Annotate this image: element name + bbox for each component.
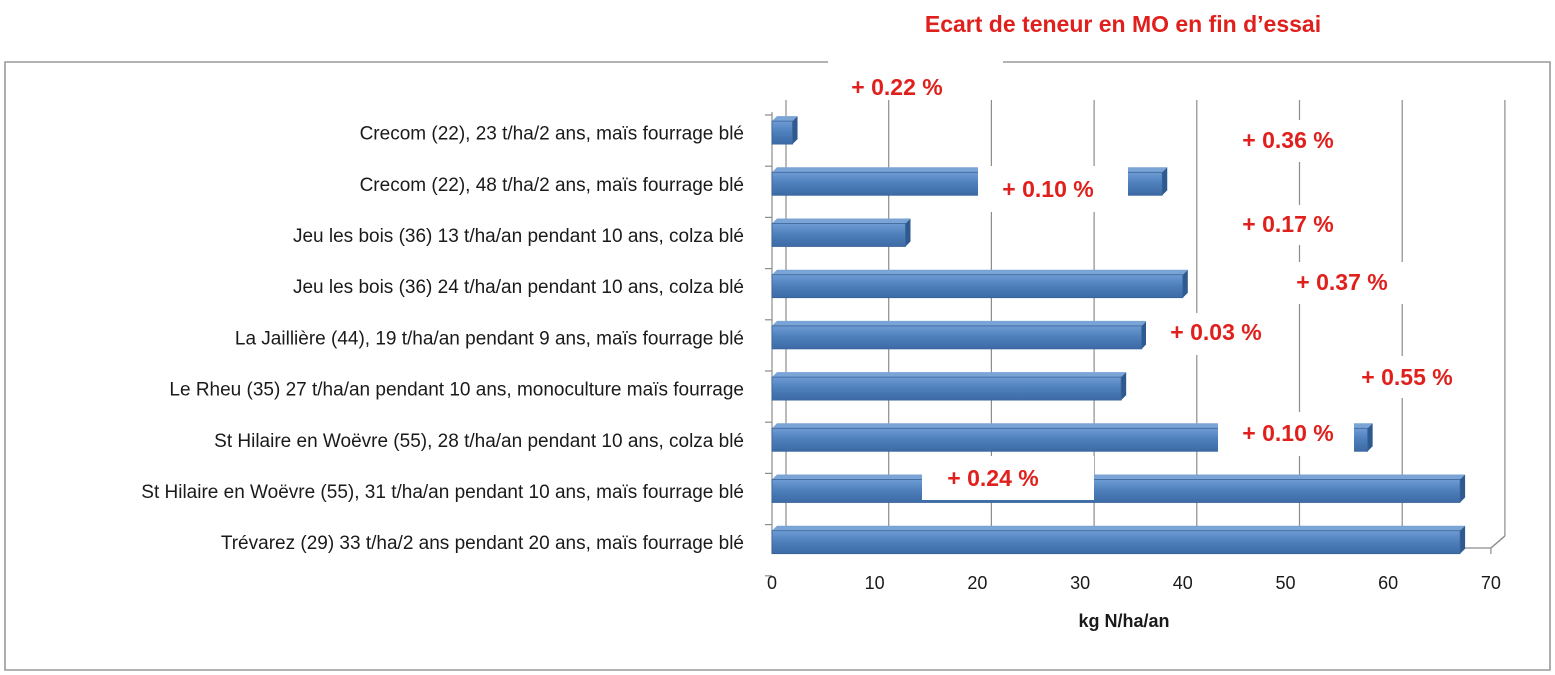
annotation-label: + 0.10 %	[1002, 176, 1093, 202]
category-label: Le Rheu (35) 27 t/ha/an pendant 10 ans, …	[169, 380, 744, 401]
category-label: St Hilaire en Woëvre (55), 31 t/ha/an pe…	[141, 482, 744, 503]
annotation-background	[922, 456, 1094, 500]
annotation-background	[1228, 205, 1348, 245]
bar	[771, 525, 1466, 555]
x-tick-label: 0	[767, 573, 777, 593]
annotation-label: + 0.22 %	[851, 74, 942, 100]
x-tick-label: 60	[1378, 573, 1398, 593]
annotation-label: + 0.24 %	[947, 465, 1038, 491]
x-tick-label: 20	[967, 573, 987, 593]
annotation-label: + 0.10 %	[1242, 420, 1333, 446]
category-label: Crecom (22), 48 t/ha/2 ans, maïs fourrag…	[360, 175, 744, 196]
x-tick-labels: 0 10 20 30 40 50 60 70	[767, 573, 1501, 593]
floor-edge	[1490, 535, 1506, 549]
bar	[771, 269, 1188, 299]
annotation-label: + 0.55 %	[1361, 364, 1452, 390]
category-label: St Hilaire en Woëvre (55), 28 t/ha/an pe…	[214, 431, 744, 452]
annotation-label: + 0.17 %	[1242, 211, 1333, 237]
annotation-backgrounds	[830, 60, 1469, 500]
annotation-label: + 0.37 %	[1296, 269, 1387, 295]
x-tick-label: 40	[1173, 573, 1193, 593]
bar	[771, 474, 1466, 503]
category-label: Jeu les bois (36) 13 t/ha/an pendant 10 …	[293, 226, 744, 247]
x-axis-title: kg N/ha/an	[1078, 611, 1169, 631]
x-tick-label: 70	[1481, 573, 1501, 593]
annotation-label: + 0.36 %	[1242, 127, 1333, 153]
bar	[771, 320, 1147, 350]
bar	[771, 372, 1127, 401]
annotation-background	[1230, 120, 1348, 162]
category-labels: Crecom (22), 23 t/ha/2 ans, maïs fourrag…	[141, 124, 744, 555]
annotation-background	[1218, 412, 1354, 456]
bar	[771, 116, 798, 145]
annotations: + 0.22 % + 0.36 % + 0.10 % + 0.17 % + 0.37 %…	[851, 74, 1452, 491]
annotation-label: + 0.03 %	[1170, 319, 1261, 345]
category-label: Crecom (22), 23 t/ha/2 ans, maïs fourrag…	[360, 124, 744, 145]
annotation-background	[1282, 262, 1404, 304]
annotation-background	[1146, 313, 1282, 355]
x-tick-label: 10	[865, 573, 885, 593]
category-label: La Jaillière (44), 19 t/ha/an pendant 9 …	[235, 328, 744, 349]
x-tick-label: 50	[1275, 573, 1295, 593]
x-tick-label: 30	[1070, 573, 1090, 593]
category-label: Trévarez (29) 33 t/ha/2 ans pendant 20 a…	[221, 533, 744, 554]
annotation-background	[978, 166, 1128, 212]
chart-frame	[4, 61, 1551, 671]
category-label: Jeu les bois (36) 24 t/ha/an pendant 10 …	[293, 277, 744, 298]
annotation-background	[830, 60, 1002, 100]
bar	[771, 218, 911, 247]
annotation-background	[1347, 356, 1469, 398]
chart-title: Ecart de teneur en MO en fin d’essai	[925, 11, 1321, 37]
